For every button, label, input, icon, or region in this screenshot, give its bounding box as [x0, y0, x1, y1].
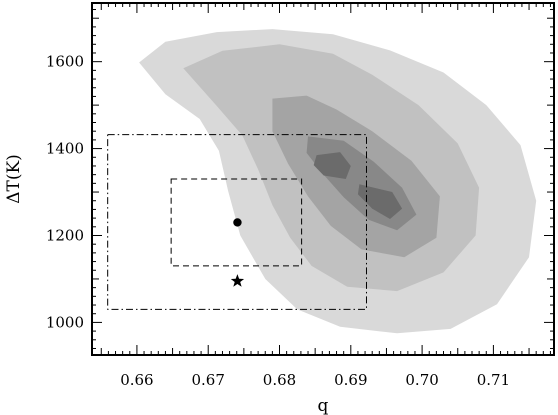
x-tick-label: 0.68: [263, 371, 296, 389]
x-tick-label: 0.70: [405, 371, 438, 389]
dashed-box: [170, 178, 303, 267]
star-marker: [230, 274, 245, 287]
y-tick-label: 1000: [46, 313, 84, 331]
y-axis-label: ΔT(K): [4, 154, 24, 204]
plot-frame: [91, 2, 555, 356]
x-tick-label: 0.69: [334, 371, 367, 389]
x-tick-label: 0.67: [192, 371, 225, 389]
contour-level-5-5: [357, 184, 403, 219]
x-tick-label: 0.66: [120, 371, 153, 389]
contour-layer: [139, 29, 537, 334]
x-tick-labels: 0.66 0.67 0.68 0.69 0.70 0.71: [120, 371, 510, 389]
y-tick-label: 1400: [46, 140, 84, 158]
circle-marker: [233, 218, 242, 227]
y-tick-labels: 1000 1200 1400 1600: [46, 53, 84, 332]
x-axis-label: q: [318, 396, 329, 415]
region-boxes: [107, 134, 367, 310]
dash-dot-box: [107, 134, 367, 310]
y-tick-label: 1200: [46, 226, 84, 244]
marker-layer: [230, 218, 245, 287]
contour-level-5-4: [313, 152, 351, 179]
x-tick-label: 0.71: [477, 371, 510, 389]
y-tick-label: 1600: [46, 53, 84, 71]
tick-marks: [92, 3, 554, 355]
